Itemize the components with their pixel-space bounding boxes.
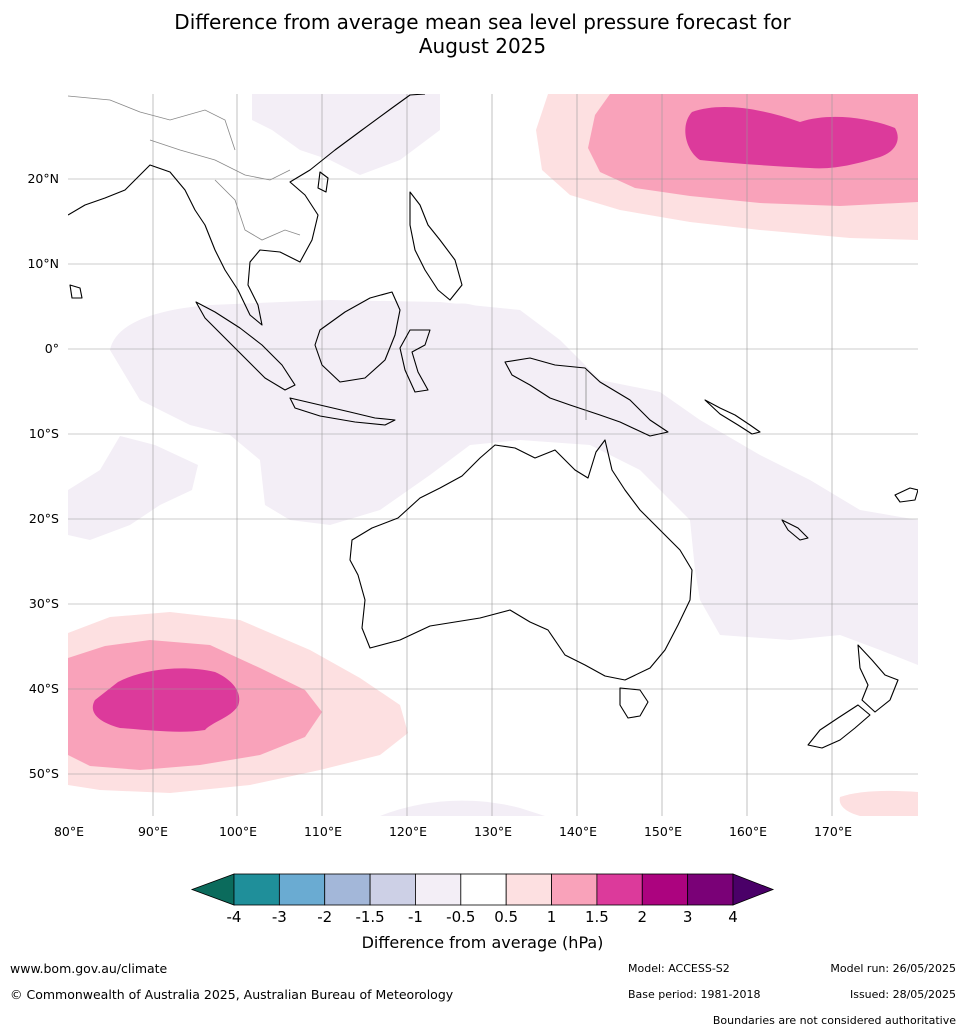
taiwan-coastline xyxy=(317,171,329,193)
colorbar-bin xyxy=(460,873,507,906)
website-link[interactable]: www.bom.gov.au/climate xyxy=(10,961,168,976)
new-guinea-coastline xyxy=(504,357,669,437)
colorbar-bin xyxy=(369,873,416,906)
colorbar-bin xyxy=(596,873,643,906)
chart-title: Difference from average mean sea level p… xyxy=(0,10,965,58)
lat-label: 40°S xyxy=(29,681,59,696)
lon-label: 100°E xyxy=(219,824,257,839)
colorbar-arrow-high xyxy=(732,873,775,906)
coastlines xyxy=(68,94,918,749)
base-period: Base period: 1981-2018 xyxy=(628,988,761,1001)
new-caledonia-coastline xyxy=(781,519,809,541)
lon-label: 90°E xyxy=(138,824,168,839)
anomaly-region-lavender-north xyxy=(252,94,440,175)
colorbar-bin xyxy=(687,873,734,906)
colorbar-tick-label: -3 xyxy=(272,908,287,926)
colorbar-bin xyxy=(324,873,371,906)
lat-label: 10°N xyxy=(27,256,59,271)
australia-coastline xyxy=(349,439,693,681)
colorbar-tick-label: 2 xyxy=(637,908,647,926)
country-borders xyxy=(68,95,587,420)
borneo-coastline xyxy=(314,291,401,383)
lon-label: 80°E xyxy=(54,824,84,839)
lon-label: 110°E xyxy=(304,824,342,839)
colorbar-tick-label: 1.5 xyxy=(585,908,609,926)
lon-label: 170°E xyxy=(814,824,852,839)
grid-lines xyxy=(68,94,918,816)
lon-label: 150°E xyxy=(644,824,682,839)
lon-label: 140°E xyxy=(559,824,597,839)
issued-date: Issued: 28/05/2025 xyxy=(849,988,956,1001)
anomaly-region-lavender-timor xyxy=(430,303,495,360)
latitude-labels: 20°N 10°N 0° 10°S 20°S 30°S 40°S 50°S xyxy=(27,171,59,781)
colorbar-bin xyxy=(551,873,598,906)
colorbar-tick-label: -4 xyxy=(227,908,242,926)
anomaly-region-pink-light-southeast xyxy=(839,790,918,816)
colorbar-title: Difference from average (hPa) xyxy=(361,933,604,952)
lat-label: 50°S xyxy=(29,766,59,781)
colorbar-tick-label: -2 xyxy=(317,908,332,926)
sri-lanka-coastline xyxy=(69,284,83,299)
copyright-text: © Commonwealth of Australia 2025, Austra… xyxy=(10,987,454,1002)
title-line-1: Difference from average mean sea level p… xyxy=(174,10,791,34)
colorbar-tick-label: 3 xyxy=(683,908,693,926)
lon-label: 120°E xyxy=(389,824,427,839)
map-area xyxy=(68,94,918,816)
lon-label: 160°E xyxy=(729,824,767,839)
sulawesi-coastline xyxy=(399,329,431,393)
colorbar-arrow-low xyxy=(190,873,235,906)
model-run-date: Model run: 26/05/2025 xyxy=(830,962,956,975)
colorbar-bin xyxy=(233,873,280,906)
lon-label: 130°E xyxy=(474,824,512,839)
model-name: Model: ACCESS-S2 xyxy=(628,962,730,975)
colorbar-bin xyxy=(641,873,689,906)
colorbar-tick-label: -0.5 xyxy=(446,908,475,926)
philippines-coastline xyxy=(409,191,463,301)
lat-label: 20°S xyxy=(29,511,59,526)
anomaly-region-magenta-south-indian xyxy=(92,668,240,732)
boundary-disclaimer: Boundaries are not considered authoritat… xyxy=(712,1014,956,1027)
colorbar-bin xyxy=(415,873,462,906)
tasmania-coastline xyxy=(619,687,649,719)
colorbar-tick-label: -1.5 xyxy=(355,908,384,926)
colorbar-bin xyxy=(278,873,326,906)
anomaly-region-lavender-south xyxy=(380,800,545,816)
colorbar-tick-label: 1 xyxy=(547,908,557,926)
colorbar-tick-label: 0.5 xyxy=(494,908,518,926)
colorbar: -4 -3 -2 -1.5 -1 -0.5 0.5 1 1.5 2 3 4 xyxy=(190,873,775,926)
colorbar-bin xyxy=(505,873,552,906)
anomaly-region-lavender-west xyxy=(68,436,198,540)
anomaly-region-magenta-north-pacific xyxy=(685,107,898,169)
solomon-islands-coastline xyxy=(704,399,761,435)
fiji-coastline xyxy=(894,487,918,503)
colorbar-tick-label: -1 xyxy=(408,908,423,926)
colorbar-tick-label: 4 xyxy=(728,908,738,926)
lat-label: 20°N xyxy=(27,171,59,186)
sumatra-coastline xyxy=(195,301,296,391)
java-coastline xyxy=(289,397,396,426)
new-zealand-north-coastline xyxy=(857,644,899,713)
title-line-2: August 2025 xyxy=(418,34,547,58)
new-zealand-south-coastline xyxy=(807,704,871,749)
asia-mainland-coastline xyxy=(68,94,426,326)
longitude-labels: 80°E 90°E 100°E 110°E 120°E 130°E 140°E … xyxy=(54,824,852,839)
lat-label: 30°S xyxy=(29,596,59,611)
lat-label: 0° xyxy=(45,341,59,356)
anomaly-region-lavender-equatorial xyxy=(110,300,918,665)
lat-label: 10°S xyxy=(29,426,59,441)
